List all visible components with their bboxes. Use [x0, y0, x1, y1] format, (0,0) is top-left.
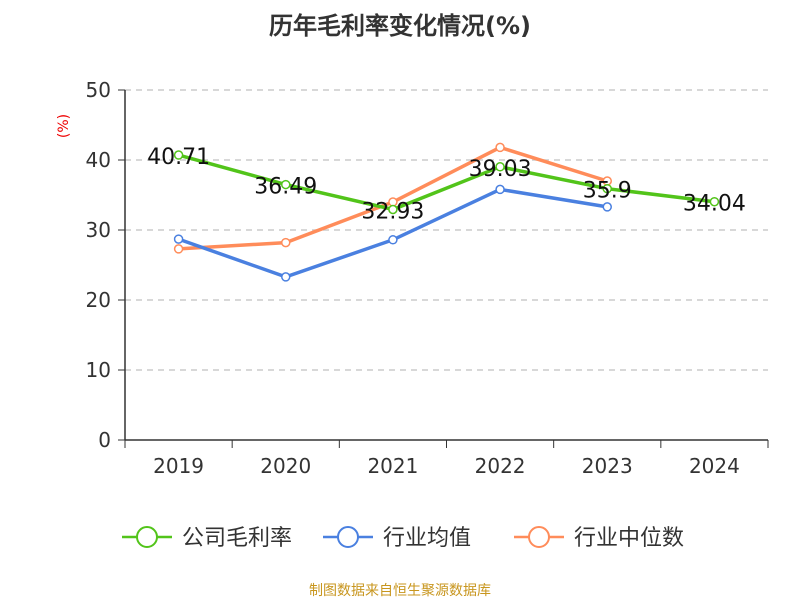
- data-point: [495, 184, 505, 195]
- data-point: [388, 204, 398, 215]
- data-point: [495, 142, 505, 153]
- x-tick-label: 2024: [689, 454, 740, 478]
- y-tick-label: 10: [86, 358, 111, 382]
- legend-label: 行业中位数: [574, 526, 684, 551]
- x-tick-label: 2022: [475, 454, 526, 478]
- x-tick-label: 2021: [367, 454, 418, 478]
- data-point: [281, 179, 291, 190]
- y-tick-label: 0: [98, 428, 111, 452]
- legend-label: 公司毛利率: [182, 526, 292, 551]
- data-point: [173, 234, 184, 244]
- series-line: [178, 153, 715, 212]
- source-note: 制图数据来自恒生聚源数据库: [309, 583, 491, 599]
- data-point: [173, 150, 184, 160]
- y-tick-label: 50: [86, 78, 111, 102]
- data-point: [495, 162, 505, 172]
- data-label: 32.93: [361, 199, 424, 224]
- x-tick-label: 2019: [153, 454, 204, 478]
- x-tick-label: 2023: [582, 454, 633, 478]
- chart-title: 历年毛利率变化情况(%): [269, 12, 531, 40]
- data-label: 40.71: [147, 145, 210, 170]
- x-tick-label: 2020: [260, 454, 311, 478]
- data-point: [281, 237, 291, 248]
- data-point: [709, 196, 720, 207]
- legend-label: 行业均值: [383, 526, 471, 551]
- data-label: 36.49: [254, 175, 317, 200]
- data-point: [602, 202, 612, 212]
- data-label: 35.9: [583, 179, 632, 204]
- y-axis-label: (%): [56, 114, 72, 138]
- legend-marker: [136, 526, 158, 548]
- y-tick-label: 40: [86, 148, 111, 172]
- data-label: 34.04: [683, 192, 746, 217]
- y-tick-label: 20: [86, 288, 111, 312]
- y-tick-label: 30: [86, 218, 111, 242]
- data-point: [173, 244, 184, 254]
- legend-marker: [528, 526, 550, 548]
- legend-marker: [337, 526, 359, 548]
- data-label: 39.03: [469, 157, 532, 182]
- data-point: [388, 235, 398, 245]
- data-point: [281, 272, 291, 282]
- data-point: [602, 183, 612, 194]
